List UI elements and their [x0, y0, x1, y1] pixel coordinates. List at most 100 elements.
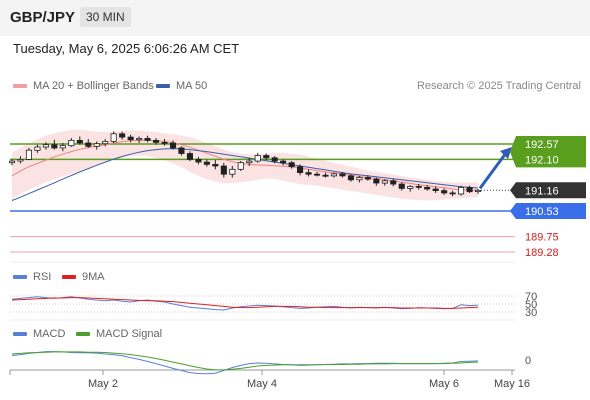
- candle-body-down: [169, 142, 177, 149]
- candle: [119, 131, 126, 140]
- candle: [169, 140, 177, 150]
- candle: [466, 185, 473, 193]
- candle: [280, 159, 287, 166]
- minor-support-label-1: 189.75: [525, 232, 559, 244]
- candle: [161, 139, 168, 146]
- candle-body-down: [313, 173, 321, 176]
- candle: [330, 172, 337, 178]
- current-price-tag-bg: [510, 182, 586, 199]
- macd-tick-0: 0: [525, 355, 531, 367]
- candle: [474, 188, 482, 194]
- candle: [390, 178, 397, 187]
- legend-label-rsi: RSI: [33, 271, 52, 283]
- candle: [457, 185, 465, 196]
- candle: [313, 171, 321, 177]
- candle-body-up: [407, 185, 414, 189]
- candle-body-up: [136, 137, 143, 141]
- current-price-tag-label: 191.16: [525, 185, 559, 197]
- candle: [347, 174, 354, 182]
- candle: [339, 171, 346, 178]
- rsi-9ma-line: [11, 297, 479, 309]
- candle: [229, 166, 236, 178]
- candle: [51, 139, 58, 150]
- candle: [288, 161, 295, 169]
- research-credit: Research © 2025 Trading Central: [416, 80, 581, 92]
- candle: [441, 188, 448, 195]
- legend-label-macd-signal: MACD Signal: [96, 328, 163, 340]
- candle: [449, 190, 456, 197]
- candle-body-down: [144, 137, 151, 141]
- support-tag-label: 190.53: [525, 206, 559, 218]
- candle: [34, 144, 41, 153]
- legend-swatch-macd: [13, 332, 27, 336]
- candle-body-down: [322, 174, 329, 177]
- candle: [17, 156, 24, 164]
- candle: [373, 177, 380, 186]
- candle-body-down: [339, 173, 346, 177]
- currency-pair-title: GBP/JPY: [10, 9, 76, 26]
- candle-body-up: [68, 139, 75, 147]
- candle-body-down: [119, 133, 126, 138]
- candle-body-down: [263, 155, 270, 159]
- candle-body-down: [390, 180, 397, 185]
- support-tag-bg: [510, 203, 586, 219]
- ma20-line: [11, 139, 479, 191]
- candle-body-down: [152, 139, 160, 143]
- candle-body-up: [110, 133, 117, 142]
- candle-body-down: [364, 177, 371, 180]
- candle-body-down: [296, 166, 304, 173]
- candle-body-down: [76, 139, 83, 144]
- candle: [271, 156, 278, 164]
- candle-body-down: [51, 144, 58, 149]
- macd-panel: [11, 351, 479, 375]
- candle: [102, 139, 109, 147]
- legend-swatch-macd-signal: [76, 332, 90, 336]
- candle: [322, 172, 329, 178]
- legend-swatch-9ma: [62, 275, 76, 279]
- macd-signal-line: [11, 351, 479, 371]
- candle-body-down: [305, 172, 312, 175]
- resistance-tag-label-2: 192.10: [525, 154, 559, 166]
- resistance-tag-label-1: 192.57: [525, 139, 559, 151]
- legend-swatch-rsi: [13, 275, 27, 279]
- candle-body-down: [85, 142, 92, 147]
- candle-body-down: [441, 190, 448, 194]
- candle: [424, 185, 431, 191]
- candle-body-up: [59, 145, 66, 149]
- candle-body-down: [288, 162, 295, 167]
- x-axis-label: May 4: [247, 378, 277, 390]
- candle: [136, 136, 143, 144]
- candle: [42, 142, 49, 150]
- timeframe-badge[interactable]: 30 MIN: [80, 7, 131, 27]
- resistance-tag-bg: [510, 136, 586, 168]
- candle-body-up: [93, 143, 100, 147]
- candle: [203, 159, 210, 167]
- legend-swatch-ma50: [156, 84, 170, 88]
- candle-body-up: [246, 160, 253, 164]
- candle-body-down: [449, 192, 456, 195]
- legend-rsi: RSI: [13, 271, 51, 283]
- candle-body-down: [195, 158, 202, 163]
- candle: [263, 153, 270, 161]
- legend-label-9ma: 9MA: [82, 271, 105, 283]
- candle: [152, 138, 160, 145]
- candle-body-down: [212, 163, 219, 167]
- rsi-tick-30: 30: [525, 307, 537, 319]
- candle: [110, 131, 117, 144]
- candle-body-down: [186, 153, 194, 160]
- candle-body-down: [424, 186, 431, 190]
- candle: [415, 184, 422, 190]
- candle-body-up: [8, 160, 16, 164]
- legend-bollinger: MA 20 + Bollinger Bands: [13, 80, 154, 92]
- rsi-panel: [10, 295, 515, 313]
- minor-support-label-2: 189.28: [525, 247, 559, 259]
- candle-body-up: [381, 180, 388, 184]
- candle-body-up: [229, 168, 236, 175]
- legend-ma50: MA 50: [156, 80, 207, 92]
- candle-body-up: [237, 162, 244, 170]
- candle: [296, 164, 304, 176]
- candle-body-up: [42, 144, 49, 148]
- x-axis-label: May 2: [88, 378, 118, 390]
- candle: [305, 169, 312, 177]
